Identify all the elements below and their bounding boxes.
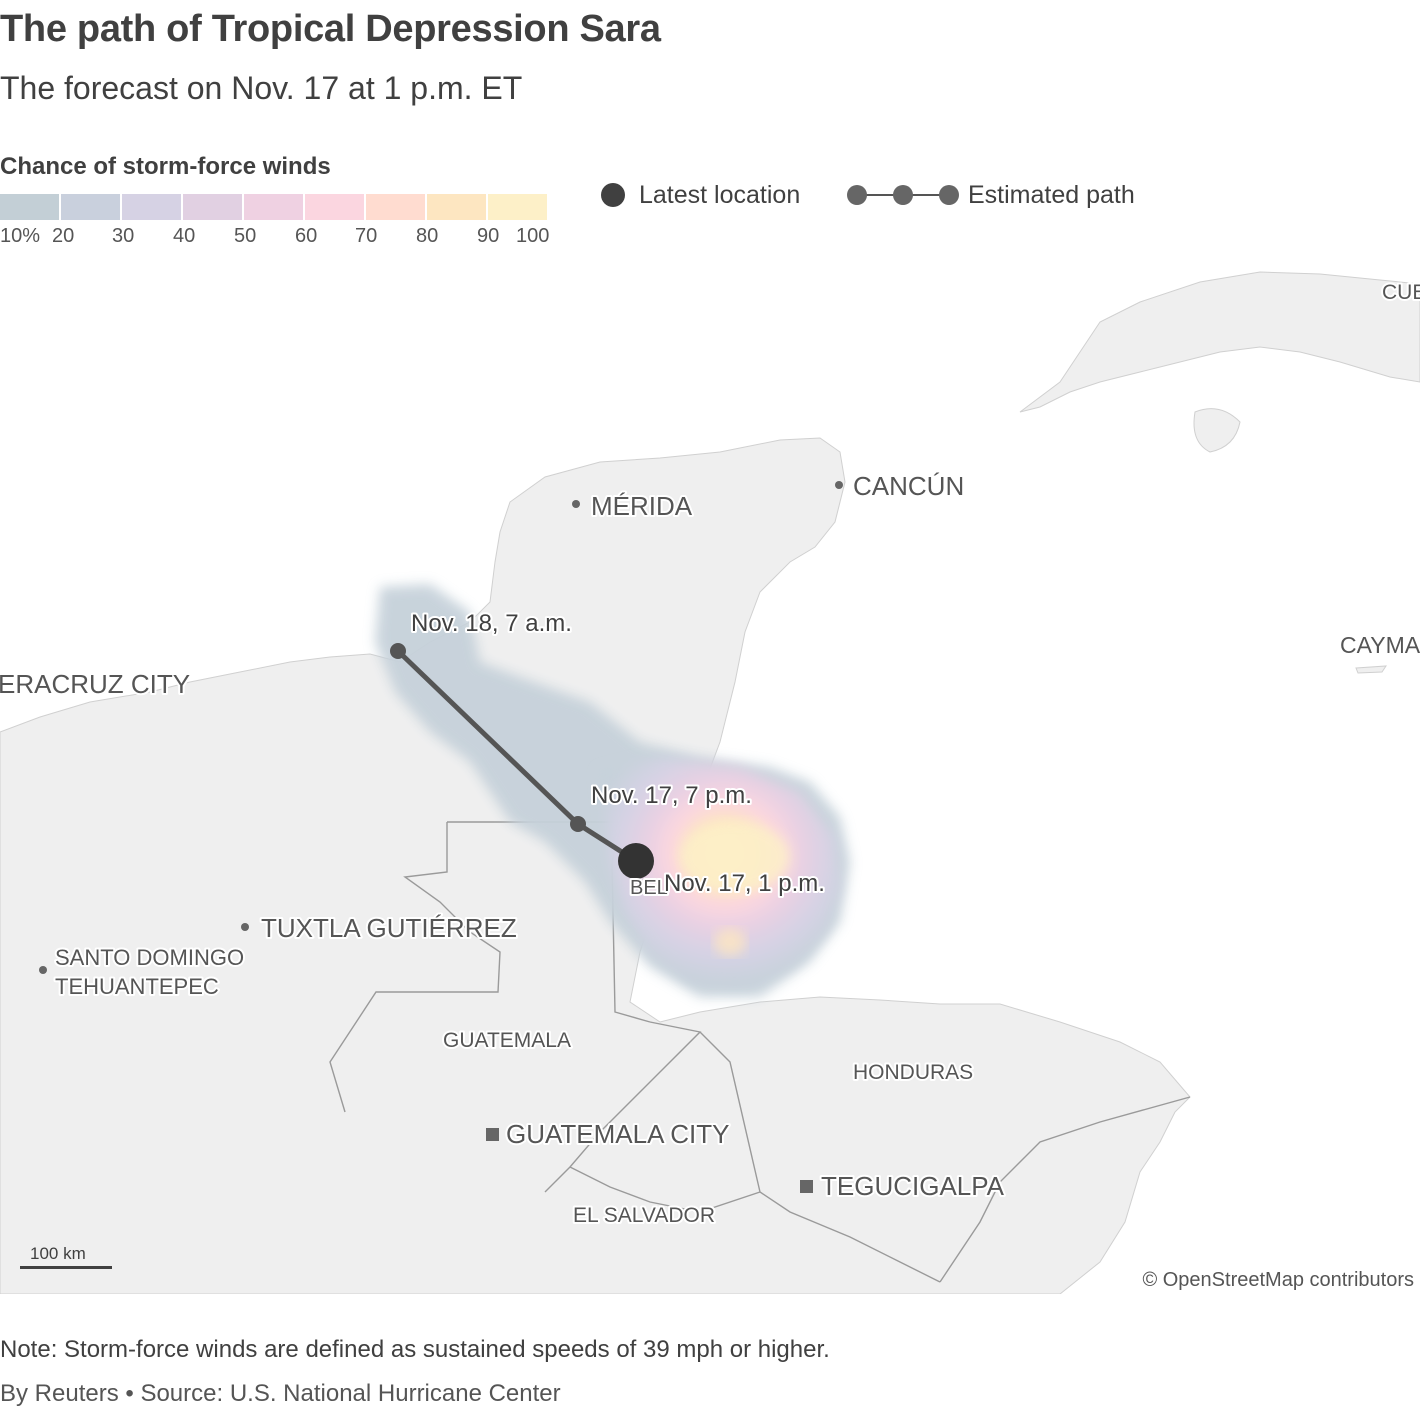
legend-tick: 10% [0,225,41,247]
tuxtla-dot [241,923,249,931]
legend-path-label: Estimated path [968,180,1135,209]
merida-dot [572,500,580,508]
guatemala-city-marker [486,1128,499,1141]
probability-secondary-core [714,928,746,956]
legend-tick: 60 [295,225,318,247]
scale-line [20,1266,112,1269]
legend-estimated-path: Estimated path [846,178,1135,212]
track-point-nov17-7pm [570,816,586,832]
chart-source: By Reuters • Source: U.S. National Hurri… [0,1380,561,1407]
isla-juventud-land [1193,408,1241,453]
legend-tick: 70 [355,225,378,247]
place-labels: CUE CANCÚN MÉRIDA CAYMA ERACRUZ CITY TUX… [0,279,1420,1229]
label-honduras: HONDURAS [853,1061,973,1084]
track-label-nov18-7am: Nov. 18, 7 a.m. [411,610,572,637]
chart-title: The path of Tropical Depression Sara [0,8,661,50]
cayman-land [1355,665,1387,674]
legend-swatch-90 [488,194,547,220]
label-guatemala-city: GUATEMALA CITY [506,1119,729,1149]
label-santo-domingo-1: SANTO DOMINGO [55,945,244,970]
track-point-latest [618,843,654,879]
map-attribution[interactable]: © OpenStreetMap contributors [1134,1267,1418,1294]
legend-tick: 90 [477,225,500,247]
legend-tick: 80 [416,225,439,247]
santo-domingo-dot [39,966,47,974]
legend-tick-labels: 10% 20 30 40 50 60 70 80 90 100 [0,225,560,251]
probability-core-zone [680,822,790,892]
legend-tick: 50 [234,225,257,247]
label-cayman: CAYMA [1340,632,1420,658]
tegucigalpa-marker [800,1180,813,1193]
label-tuxtla: TUXTLA GUTIÉRREZ [261,913,517,943]
map-scale-bar: 100 km [20,1244,112,1269]
legend-tick: 30 [112,225,135,247]
color-scale-legend [0,194,549,220]
label-tegucigalpa: TEGUCIGALPA [821,1171,1005,1201]
cancun-dot [835,481,843,489]
chart-note: Note: Storm-force winds are defined as s… [0,1336,830,1363]
legend-tick: 20 [52,225,75,247]
label-belize: BEL [630,877,668,899]
cuba-land [1019,271,1420,413]
track-label-nov17-7pm: Nov. 17, 7 p.m. [591,782,752,809]
chart-subtitle: The forecast on Nov. 17 at 1 p.m. ET [0,70,523,106]
label-guatemala: GUATEMALA [443,1029,571,1052]
label-santo-domingo-2: TEHUANTEPEC [55,974,219,999]
legend-swatch-60 [305,194,364,220]
label-merida: MÉRIDA [591,491,693,521]
legend-swatch-70 [366,194,425,220]
legend-swatch-10 [0,194,59,220]
latest-location-dot-icon [601,183,625,207]
estimated-path-icon [847,185,959,205]
map: CUE CANCÚN MÉRIDA CAYMA ERACRUZ CITY TUX… [0,262,1420,1294]
legend-swatch-20 [61,194,120,220]
storm-track [390,643,654,879]
track-labels: Nov. 18, 7 a.m. Nov. 17, 7 p.m. Nov. 17,… [409,608,827,899]
wind-probability-area [375,584,850,997]
legend-swatch-80 [427,194,486,220]
legend-tick: 40 [173,225,196,247]
legend-tick: 100 [516,225,550,247]
label-el-salvador: EL SALVADOR [573,1204,715,1227]
track-point-nov18-7am [390,643,406,659]
map-canvas: CUE CANCÚN MÉRIDA CAYMA ERACRUZ CITY TUX… [0,271,1420,1294]
legend-swatch-30 [122,194,181,220]
scale-label: 100 km [30,1244,86,1263]
legend-swatch-40 [183,194,242,220]
legend-title: Chance of storm-force winds [0,153,331,180]
track-label-latest: Nov. 17, 1 p.m. [664,870,825,897]
label-veracruz: ERACRUZ CITY [0,669,190,699]
legend-latest-location: Latest location [601,178,800,212]
city-markers [39,481,843,1193]
label-cuba: CUE [1382,281,1420,304]
legend-latest-label: Latest location [639,180,801,209]
label-cancun: CANCÚN [853,471,964,501]
legend-swatch-50 [244,194,303,220]
